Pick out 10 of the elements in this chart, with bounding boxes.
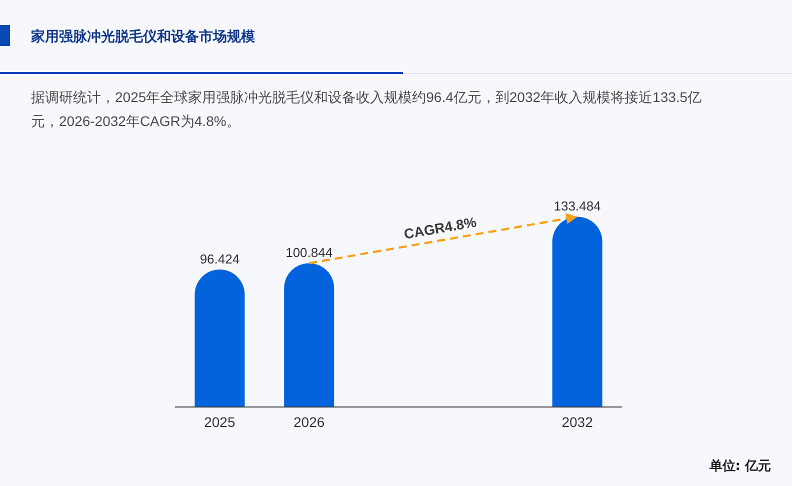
data-label: 96.424 bbox=[200, 252, 240, 267]
data-label: 100.844 bbox=[286, 245, 333, 260]
x-tick-label: 2026 bbox=[294, 414, 325, 430]
chart-subtitle: 据调研统计，2025年全球家用强脉冲光脱毛仪和设备收入规模约96.4亿元，到2032年收入规模将接近133.5亿元，2026-2032年CAGR为4.8%。 bbox=[31, 88, 703, 131]
x-tick-label: 2032 bbox=[562, 414, 594, 430]
text: 单位: 亿元 bbox=[708, 458, 771, 474]
chart-title: 家用强脉冲光脱毛仪和设备市场规模 bbox=[31, 28, 255, 46]
data-label: 133.484 bbox=[554, 198, 601, 214]
annotation: CAGR4.8% bbox=[402, 214, 478, 242]
x-tick-label: 2025 bbox=[204, 414, 236, 430]
